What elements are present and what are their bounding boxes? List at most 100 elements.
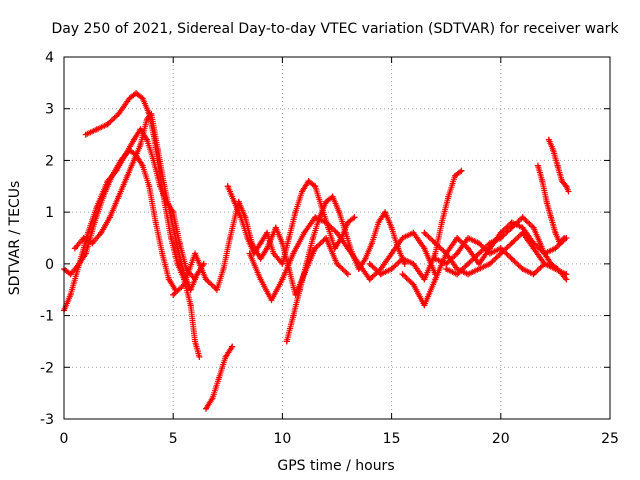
data-point [139, 95, 146, 102]
data-point [368, 240, 375, 247]
data-point [181, 281, 188, 288]
data-point [366, 260, 373, 267]
data-point [497, 250, 504, 257]
data-point [187, 286, 194, 293]
data-point [443, 260, 450, 267]
data-point [154, 147, 161, 154]
data-point [388, 266, 395, 273]
axis-ticks [63, 56, 611, 420]
data-point [486, 240, 493, 247]
data-point [519, 266, 526, 273]
data-point [312, 214, 319, 221]
data-point [548, 260, 555, 267]
data-point [432, 276, 439, 283]
data-point [137, 141, 144, 148]
y-tick-label: 4 [45, 50, 54, 66]
data-point [292, 209, 299, 216]
data-point [229, 343, 236, 350]
data-point [541, 260, 548, 267]
data-point [410, 281, 417, 288]
data-point [279, 240, 286, 247]
data-point [465, 245, 472, 252]
data-point [323, 235, 330, 241]
x-tick-label: 20 [492, 431, 510, 447]
data-point [486, 260, 493, 267]
data-point [170, 291, 177, 298]
data-point [93, 126, 100, 133]
data-point [122, 152, 129, 159]
data-point [497, 245, 504, 252]
y-tick-label: 2 [45, 153, 54, 169]
data-point [165, 276, 172, 283]
x-tick-label: 15 [383, 431, 401, 447]
data-point [530, 224, 537, 231]
series-arc-13 [432, 235, 548, 278]
data-point [80, 235, 87, 241]
data-point [301, 229, 308, 236]
data-point [303, 260, 310, 267]
data-point [130, 157, 137, 164]
data-point [226, 235, 233, 241]
series-arc-15 [534, 162, 568, 247]
data-point [213, 286, 220, 293]
data-point [71, 245, 78, 252]
data-point [137, 126, 144, 133]
data-point [530, 271, 537, 278]
data-point [174, 245, 181, 252]
data-point [388, 250, 395, 257]
data-point [344, 219, 351, 226]
data-point [355, 260, 362, 267]
data-point [130, 136, 137, 143]
data-point [244, 235, 251, 241]
data-point [67, 291, 74, 298]
series-arc-8 [283, 193, 408, 345]
data-point [126, 95, 133, 102]
x-tick-label: 10 [273, 431, 291, 447]
data-point [279, 276, 286, 283]
x-tick-label: 0 [60, 431, 69, 447]
data-point [323, 198, 330, 205]
y-tick-label: 3 [45, 102, 54, 118]
data-point [497, 235, 504, 241]
data-point [106, 214, 113, 221]
data-point [209, 395, 216, 402]
data-point [545, 136, 552, 143]
data-point [139, 162, 146, 169]
data-point [486, 245, 493, 252]
y-axis-label: SDTVAR / TECUs [7, 181, 23, 296]
data-point [268, 297, 275, 304]
data-point [187, 302, 194, 309]
series-arc-9 [246, 214, 439, 304]
data-point [388, 224, 395, 231]
data-point [552, 229, 559, 236]
data-point [181, 271, 188, 278]
data-point [231, 198, 238, 205]
data-point [290, 250, 297, 257]
data-point [519, 229, 526, 236]
data-point [548, 214, 555, 221]
data-point [237, 214, 244, 221]
data-point [176, 240, 183, 247]
data-point [399, 271, 406, 278]
y-tick-label: -2 [40, 360, 54, 376]
data-point [486, 250, 493, 257]
data-point [438, 219, 445, 226]
data-point [443, 250, 450, 257]
data-point [161, 183, 168, 190]
data-point [344, 245, 351, 252]
data-point [399, 235, 406, 241]
series-arc-7 [224, 178, 358, 267]
data-point [382, 209, 389, 216]
y-tick-label: 0 [45, 257, 54, 273]
data-points [61, 90, 572, 412]
data-point [331, 245, 338, 252]
data-point [152, 219, 159, 226]
data-point [475, 260, 482, 267]
data-point [115, 193, 122, 200]
data-point [558, 178, 565, 185]
series-arc-4 [71, 110, 207, 293]
data-point [366, 276, 373, 283]
data-point [202, 405, 209, 412]
data-point [159, 250, 166, 257]
data-point [104, 121, 111, 128]
